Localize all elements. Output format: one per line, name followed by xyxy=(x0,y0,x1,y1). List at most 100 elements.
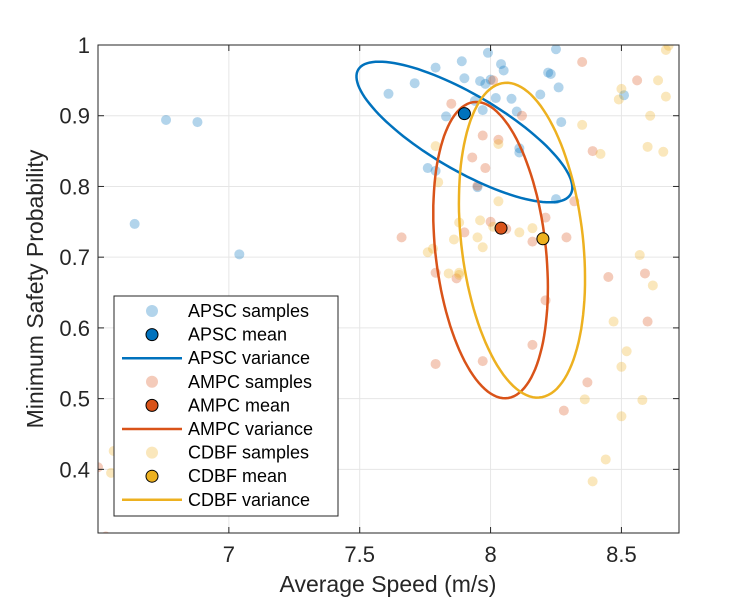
ampc-sample-point-5 xyxy=(446,98,457,109)
ampc-sample-point-2 xyxy=(396,232,407,243)
ampc-sample-point-12 xyxy=(480,163,491,174)
apsc-sample-point-14 xyxy=(480,78,491,89)
mean-markers xyxy=(457,107,550,246)
cdbf-sample-point-38 xyxy=(660,45,671,55)
apsc-mean-marker xyxy=(457,107,471,121)
x-tick-label-2: 8 xyxy=(484,542,496,567)
y-tick-label-6: 1 xyxy=(78,33,90,58)
apsc-sample-point-7 xyxy=(422,163,433,174)
y-axis-label: Minimum Safety Probability xyxy=(22,149,48,428)
legend-apsc-mean-swatch xyxy=(145,328,159,342)
legend-label-2: APSC variance xyxy=(188,348,310,368)
ampc-sample-point-31 xyxy=(493,134,504,145)
cdbf-sample-point-26 xyxy=(616,83,627,94)
cdbf-sample-point-30 xyxy=(634,250,645,261)
cdbf-sample-point-29 xyxy=(621,346,632,357)
cdbf-sample-point-28 xyxy=(616,411,627,422)
cdbf-sample-point-36 xyxy=(658,146,669,157)
ampc-variance-ellipse xyxy=(432,100,550,400)
apsc-sample-point-6 xyxy=(430,62,441,73)
legend-label-4: AMPC mean xyxy=(188,395,290,415)
ampc-sample-point-17 xyxy=(527,339,538,350)
cdbf-sample-point-7 xyxy=(448,234,459,245)
legend-label-6: CDBF samples xyxy=(188,443,309,463)
apsc-sample-point-15 xyxy=(482,47,493,58)
cdbf-sample-point-35 xyxy=(653,75,664,86)
y-tick-label-2: 0.6 xyxy=(59,316,90,341)
apsc-sample-point-2 xyxy=(192,117,203,128)
cdbf-sample-point-27 xyxy=(616,361,627,372)
apsc-sample-point-18 xyxy=(496,59,507,70)
apsc-sample-point-3 xyxy=(234,249,245,260)
axes xyxy=(97,44,680,534)
cdbf-sample-point-2 xyxy=(422,247,433,258)
ampc-sample-point-24 xyxy=(577,56,588,67)
legend-label-3: AMPC samples xyxy=(188,372,312,392)
legend-cdbf-mean-swatch xyxy=(145,469,159,483)
ampc-sample-point-4 xyxy=(430,358,441,369)
ampc-sample-point-8 xyxy=(467,152,478,163)
x-axis-label: Average Speed (m/s) xyxy=(280,571,497,597)
cdbf-sample-point-9 xyxy=(454,267,465,278)
cdbf-sample-point-23 xyxy=(600,454,611,465)
ampc-sample-point-28 xyxy=(632,75,643,86)
apsc-sample-point-0 xyxy=(129,218,140,229)
plot-frame xyxy=(97,44,680,534)
legend-ampc-samples-swatch xyxy=(146,375,158,388)
cdbf-sample-point-33 xyxy=(645,110,656,121)
apsc-sample-point-4 xyxy=(383,88,394,99)
ampc-sample-point-20 xyxy=(540,295,551,306)
apsc-sample-point-9 xyxy=(441,111,452,122)
apsc-sample-point-1 xyxy=(161,114,172,125)
ampc-sample-point-18 xyxy=(527,236,538,247)
legend-cdbf-samples-swatch xyxy=(146,446,158,459)
y-tick-label-5: 0.9 xyxy=(59,104,90,129)
ampc-sample-point-16 xyxy=(516,110,527,121)
cdbf-sample-point-13 xyxy=(477,242,488,253)
legend-ampc-mean-swatch xyxy=(145,398,159,412)
apsc-sample-point-21 xyxy=(511,106,522,117)
cdbf-sample-point-4 xyxy=(430,141,441,152)
ampc-sample-point-13 xyxy=(485,216,496,227)
apsc-sample-point-28 xyxy=(553,82,564,93)
legend-label-1: APSC mean xyxy=(188,325,287,345)
ampc-sample-point-25 xyxy=(582,377,593,388)
ampc-sample-point-21 xyxy=(558,405,569,416)
cdbf-sample-point-39 xyxy=(663,45,674,51)
x-tick-label-3: 8.5 xyxy=(606,542,637,567)
y-tick-label-0: 0.4 xyxy=(59,457,90,482)
cdbf-sample-point-17 xyxy=(514,227,525,238)
ampc-sample-point-27 xyxy=(603,271,614,282)
ampc-sample-point-29 xyxy=(639,268,650,279)
apsc-sample-point-29 xyxy=(556,117,567,128)
ampc-sample-point-7 xyxy=(459,227,470,238)
legend-label-7: CDBF mean xyxy=(188,466,287,486)
apsc-sample-point-11 xyxy=(459,73,470,84)
apsc-sample-point-25 xyxy=(543,67,554,78)
apsc-variance-ellipse xyxy=(355,60,574,204)
ampc-sample-point-30 xyxy=(642,316,653,327)
cdbf-sample-point-6 xyxy=(443,268,454,279)
cdbf-sample-point-15 xyxy=(493,196,504,207)
ampc-sample-point-11 xyxy=(477,356,488,367)
y-tick-label-1: 0.5 xyxy=(59,387,90,412)
variance-ellipses xyxy=(355,60,587,400)
cdbf-sample-point-16 xyxy=(493,139,504,150)
cdbf-sample-point-8 xyxy=(454,269,465,280)
cdbf-sample-point-20 xyxy=(579,394,590,405)
apsc-sample-point-26 xyxy=(545,68,556,79)
cdbf-sample-point-19 xyxy=(577,119,588,130)
ampc-sample-point-26 xyxy=(587,146,598,157)
cdbf-sample-point-24 xyxy=(608,316,619,327)
apsc-sample-point-32 xyxy=(472,182,483,193)
apsc-sample-point-5 xyxy=(409,78,420,89)
apsc-sample-point-24 xyxy=(535,89,546,100)
cdbf-sample-point-37 xyxy=(660,91,671,102)
legend-label-8: CDBF variance xyxy=(188,490,310,510)
cdbf-sample-point-34 xyxy=(647,280,658,291)
cdbf-mean-marker xyxy=(536,232,550,246)
apsc-sample-point-17 xyxy=(490,93,501,104)
apsc-sample-point-31 xyxy=(619,90,630,101)
apsc-sample-point-33 xyxy=(477,105,488,116)
